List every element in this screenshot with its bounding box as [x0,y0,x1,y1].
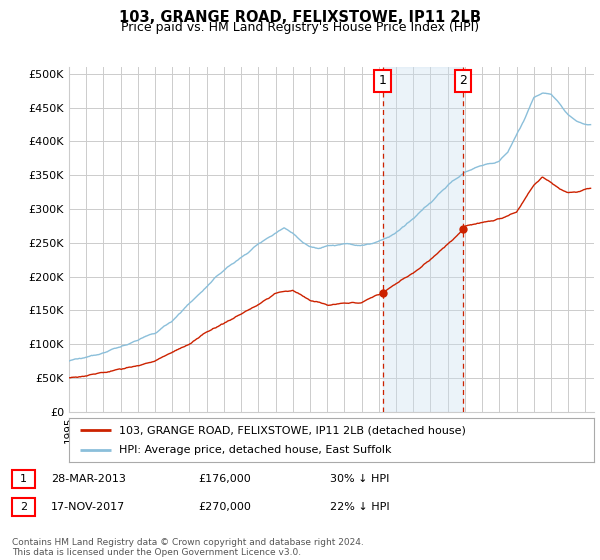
Text: 1: 1 [379,74,386,87]
Text: 17-NOV-2017: 17-NOV-2017 [51,502,125,512]
Text: 30% ↓ HPI: 30% ↓ HPI [330,474,389,484]
Text: £176,000: £176,000 [198,474,251,484]
Text: 28-MAR-2013: 28-MAR-2013 [51,474,126,484]
Text: £270,000: £270,000 [198,502,251,512]
Text: 103, GRANGE ROAD, FELIXSTOWE, IP11 2LB: 103, GRANGE ROAD, FELIXSTOWE, IP11 2LB [119,10,481,25]
Text: 2: 2 [20,502,27,512]
Bar [383,67,463,412]
Text: Price paid vs. HM Land Registry's House Price Index (HPI): Price paid vs. HM Land Registry's House … [121,21,479,34]
Text: 22% ↓ HPI: 22% ↓ HPI [330,502,389,512]
Text: 2: 2 [459,74,467,87]
Text: Contains HM Land Registry data © Crown copyright and database right 2024.
This d: Contains HM Land Registry data © Crown c… [12,538,364,557]
Text: 1: 1 [20,474,27,484]
Text: HPI: Average price, detached house, East Suffolk: HPI: Average price, detached house, East… [119,445,391,455]
Text: 103, GRANGE ROAD, FELIXSTOWE, IP11 2LB (detached house): 103, GRANGE ROAD, FELIXSTOWE, IP11 2LB (… [119,425,466,435]
